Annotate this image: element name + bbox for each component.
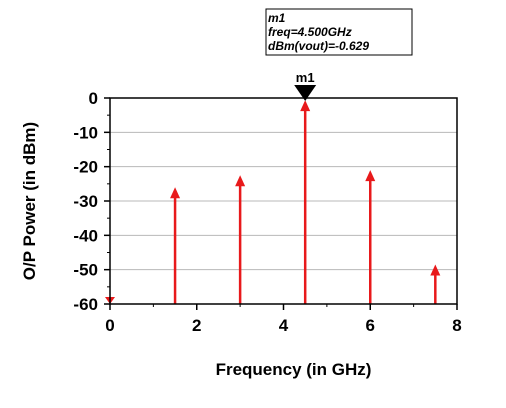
stem-arrowhead (430, 264, 441, 276)
grid-lines (110, 131, 457, 271)
stem-series (105, 100, 441, 304)
y-axis-label: O/P Power (in dBm) (20, 122, 39, 280)
x-tick-label: 0 (105, 316, 114, 335)
marker-readout-freq: freq=4.500GHz (268, 25, 352, 39)
y-axis: 0 -10 -20 -30 -40 -50 -60 (73, 89, 110, 314)
x-axis-label: Frequency (in GHz) (216, 360, 372, 379)
x-tick-label: 2 (192, 316, 201, 335)
stem-arrowhead (365, 170, 376, 182)
marker-label: m1 (296, 70, 315, 85)
y-tick-label: -30 (73, 192, 98, 211)
y-tick-label: 0 (89, 89, 98, 108)
y-tick-label: -20 (73, 158, 98, 177)
marker-m1[interactable]: m1 freq=4.500GHz dBm(vout)=-0.629 m1 (265, 8, 413, 101)
marker-readout-value: dBm(vout)=-0.629 (268, 39, 369, 53)
x-tick-label: 6 (366, 316, 375, 335)
x-tick-label: 8 (452, 316, 461, 335)
y-tick-label: -50 (73, 261, 98, 280)
marker-readout-box (265, 8, 413, 56)
stem-arrowhead (235, 175, 246, 187)
marker-readout-name: m1 (268, 11, 286, 25)
y-tick-label: -10 (73, 123, 98, 142)
x-axis: 0 2 4 6 8 (105, 304, 462, 335)
y-tick-label: -60 (73, 295, 98, 314)
stem-arrowhead (300, 100, 311, 112)
stem-arrowhead (170, 187, 181, 199)
y-tick-label: -40 (73, 226, 98, 245)
marker-triangle-icon (294, 85, 317, 101)
x-tick-label: 4 (279, 316, 289, 335)
